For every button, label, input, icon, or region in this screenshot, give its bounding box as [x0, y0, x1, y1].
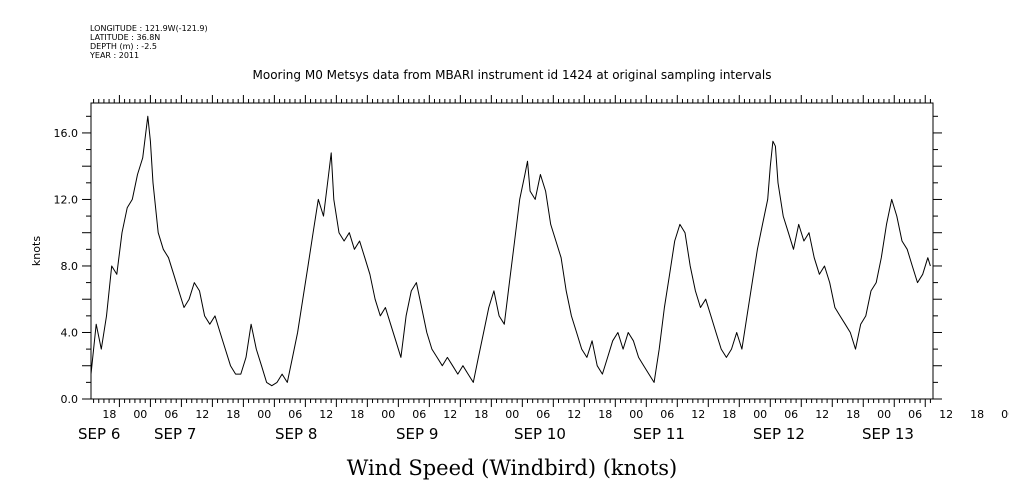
x-hour-label: 12 — [319, 408, 333, 421]
meta-longitude: LONGITUDE : 121.9W(-121.9) — [90, 24, 208, 33]
x-day-label: SEP 10 — [514, 425, 566, 443]
meta-depth: DEPTH (m) : -2.5 — [90, 42, 157, 51]
x-hour-label: 00 — [753, 408, 767, 421]
x-hour-label: 12 — [567, 408, 581, 421]
x-hour-label: 06 — [288, 408, 302, 421]
x-day-label: SEP 9 — [396, 425, 438, 443]
chart-title: Mooring M0 Metsys data from MBARI instru… — [253, 68, 772, 82]
series-line-0 — [90, 115, 931, 387]
series-group — [90, 115, 931, 387]
x-day-label: SEP 8 — [275, 425, 317, 443]
x-hour-label: 00 — [629, 408, 643, 421]
x-day-label: SEP 6 — [78, 425, 120, 443]
x-hour-label: 06 — [164, 408, 178, 421]
x-hour-label: 00 — [877, 408, 891, 421]
y-tick-label: 8.0 — [61, 260, 79, 273]
x-hour-label: 00 — [505, 408, 519, 421]
x-axis: 18 00 06 12 18 00 06 12 18 00 06 12 18 00 06 12 18 00 06 12… — [78, 95, 1009, 443]
x-hour-label: 12 — [443, 408, 457, 421]
x-hour-label: 00 — [1001, 408, 1009, 421]
x-hour-label: 00 — [133, 408, 147, 421]
x-day-label: SEP 7 — [154, 425, 196, 443]
y-axis-label: knots — [30, 236, 43, 266]
x-hour-label: 18 — [102, 408, 116, 421]
y-axis: 0.0 4.0 8.0 12.0 16.0 — [54, 115, 942, 406]
x-hour-label: 00 — [257, 408, 271, 421]
x-hour-label: 00 — [381, 408, 395, 421]
x-hour-label: 18 — [598, 408, 612, 421]
x-hour-label: 18 — [474, 408, 488, 421]
y-tick-label: 0.0 — [61, 393, 79, 406]
y-tick-label: 12.0 — [54, 193, 79, 206]
x-day-label: SEP 13 — [862, 425, 914, 443]
x-hour-label: 06 — [412, 408, 426, 421]
meta-latitude: LATITUDE : 36.8N — [90, 33, 160, 42]
x-hour-label: 12 — [691, 408, 705, 421]
x-hour-label: 12 — [195, 408, 209, 421]
x-hour-label: 06 — [536, 408, 550, 421]
x-hour-label: 12 — [815, 408, 829, 421]
y-tick-label: 16.0 — [54, 127, 79, 140]
x-hour-label: 18 — [722, 408, 736, 421]
x-axis-label: Wind Speed (Windbird) (knots) — [347, 456, 677, 480]
x-hour-label: 18 — [226, 408, 240, 421]
x-day-label: SEP 12 — [753, 425, 805, 443]
meta-year: YEAR : 2011 — [89, 51, 139, 60]
x-hour-label: 06 — [784, 408, 798, 421]
x-day-label: SEP 11 — [633, 425, 685, 443]
x-hour-label: 18 — [970, 408, 984, 421]
x-hour-label: 12 — [939, 408, 953, 421]
x-hour-label: 06 — [908, 408, 922, 421]
y-tick-label: 4.0 — [61, 326, 79, 339]
x-hour-label: 18 — [350, 408, 364, 421]
x-hour-label: 06 — [660, 408, 674, 421]
plot-frame — [90, 102, 934, 400]
x-hour-label: 18 — [846, 408, 860, 421]
